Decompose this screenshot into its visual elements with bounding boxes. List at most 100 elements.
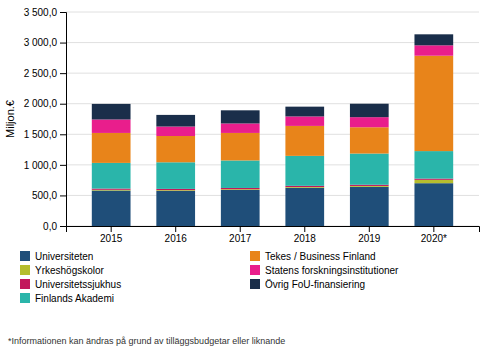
tick: 2 500,0 xyxy=(24,68,66,79)
legend: Universiteten Yrkeshögskolor Universitetss… xyxy=(20,251,399,304)
bar-segment xyxy=(350,117,389,127)
bar-segment xyxy=(156,190,195,192)
grid-line xyxy=(66,12,479,13)
bar-segment xyxy=(92,189,131,191)
legend-swatch xyxy=(20,265,30,275)
legend-label: Universitetssjukhus xyxy=(35,279,121,290)
bar-segment xyxy=(350,154,389,185)
bar-segment xyxy=(92,163,131,189)
bar-segment xyxy=(221,190,260,226)
legend-item: Statens forskningsinstitutioner xyxy=(250,265,399,276)
tick-label: 1 000,0 xyxy=(24,160,58,171)
bar-segment xyxy=(156,191,195,226)
legend-swatch xyxy=(20,251,30,261)
tick-label: 0,0 xyxy=(43,221,57,232)
tick: 2019 xyxy=(358,226,381,244)
bar-segment xyxy=(285,186,324,187)
tick-label: 2017 xyxy=(229,233,252,244)
tick-mark xyxy=(60,134,66,135)
tick: 2016 xyxy=(165,226,188,244)
tick-mark xyxy=(60,43,66,44)
tick-mark xyxy=(369,226,370,232)
tick: 1 000,0 xyxy=(24,160,66,171)
tick-mark xyxy=(60,12,66,13)
tick-mark xyxy=(433,226,434,232)
tick: 2017 xyxy=(229,226,252,244)
tick-label: 2 500,0 xyxy=(24,68,58,79)
bar-segment xyxy=(285,188,324,226)
series xyxy=(92,56,453,163)
y-axis: 0,0 500,0 1 000,0 1 500,0 2 000,0 2 500,0 3 00… xyxy=(24,7,67,232)
bar-segment xyxy=(414,180,453,183)
legend-label: Finlands Akademi xyxy=(35,293,114,304)
bar-segment xyxy=(414,56,453,151)
tick-label: 1 500,0 xyxy=(24,129,58,140)
bar-segment xyxy=(92,189,131,190)
bars xyxy=(92,34,453,226)
bar-segment xyxy=(350,185,389,186)
series xyxy=(92,151,453,189)
plot: 0,0 500,0 1 000,0 1 500,0 2 000,0 2 500,0 3 00… xyxy=(24,7,480,244)
legend-item: Universitetssjukhus xyxy=(20,279,121,290)
tick-label: 2016 xyxy=(165,233,188,244)
x-axis: 2015 2016 2017 2018 2019 2020* xyxy=(67,226,480,244)
legend-item: Finlands Akademi xyxy=(20,293,114,304)
bar-segment xyxy=(285,126,324,156)
bar-segment xyxy=(414,183,453,226)
legend-label: Statens forskningsinstitutioner xyxy=(265,265,399,276)
bar-segment xyxy=(285,156,324,186)
bar-segment xyxy=(221,133,260,161)
bar-segment xyxy=(221,160,260,188)
tick-label: 2019 xyxy=(358,233,381,244)
tick: 3 500,0 xyxy=(24,7,66,18)
tick: 2 000,0 xyxy=(24,98,66,109)
tick-mark xyxy=(60,165,66,166)
bar-segment xyxy=(156,189,195,190)
legend-label: Yrkeshögskolor xyxy=(35,265,105,276)
bar-segment xyxy=(92,133,131,163)
legend-label: Tekes / Business Finland xyxy=(265,251,376,262)
bar-segment xyxy=(350,187,389,226)
legend-swatch xyxy=(20,293,30,303)
tick: 0,0 xyxy=(43,221,66,232)
axis-line xyxy=(67,227,480,233)
tick-mark xyxy=(175,226,176,232)
legend-label: Universiteten xyxy=(35,251,93,262)
legend-swatch xyxy=(250,251,260,261)
legend-swatch xyxy=(250,279,260,289)
series xyxy=(92,34,453,126)
tick-label: 2020* xyxy=(421,233,447,244)
bar-segment xyxy=(221,123,260,132)
tick: 2018 xyxy=(294,226,317,244)
bar-segment xyxy=(156,136,195,162)
chart: 0,0 500,0 1 000,0 1 500,0 2 000,0 2 500,0 3 00… xyxy=(0,0,493,352)
tick: 2020* xyxy=(421,226,447,244)
legend-item: Övrig FoU-finansiering xyxy=(250,279,365,290)
series xyxy=(92,179,453,190)
tick: 500,0 xyxy=(32,190,66,201)
axis-line xyxy=(60,13,67,227)
grid xyxy=(66,12,479,226)
legend-item: Tekes / Business Finland xyxy=(250,251,376,262)
tick-mark xyxy=(240,226,241,232)
footnote: *Informationen kan ändras på grund av ti… xyxy=(8,336,285,346)
bar-segment xyxy=(221,110,260,123)
legend-item: Universiteten xyxy=(20,251,93,262)
legend-swatch xyxy=(20,279,30,289)
tick-label: 500,0 xyxy=(32,190,57,201)
series xyxy=(92,45,453,136)
bar-segment xyxy=(285,116,324,125)
bar-segment xyxy=(221,189,260,191)
tick: 1 500,0 xyxy=(24,129,66,140)
tick: 3 000,0 xyxy=(24,37,66,48)
bar-segment xyxy=(92,119,131,132)
bar-segment xyxy=(156,127,195,136)
bar-segment xyxy=(285,187,324,189)
tick: 2015 xyxy=(100,226,123,244)
tick-mark xyxy=(60,73,66,74)
bar-segment xyxy=(414,34,453,45)
tick-label: 3 000,0 xyxy=(24,37,58,48)
tick-mark xyxy=(304,226,305,232)
tick-label: 2015 xyxy=(100,233,123,244)
bar-segment xyxy=(350,127,389,153)
